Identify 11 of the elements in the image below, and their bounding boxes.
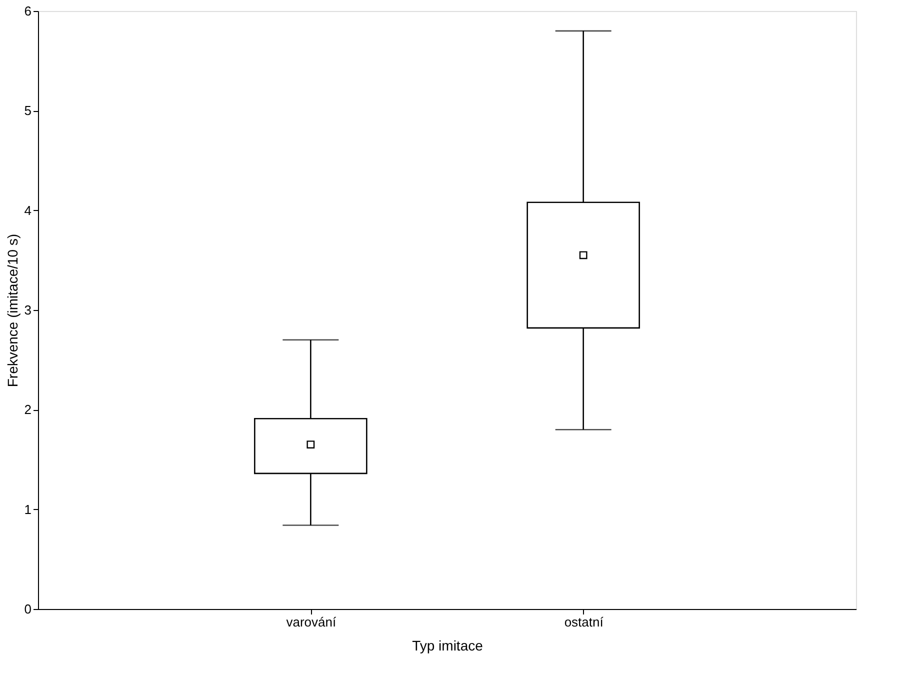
y-axis-title: Frekvence (imitace/10 s) bbox=[4, 234, 20, 388]
x-tick-label: ostatní bbox=[564, 614, 604, 630]
y-tick-label: 0 bbox=[24, 602, 32, 616]
x-axis-title: Typ imitace bbox=[412, 638, 484, 654]
y-tick-label: 4 bbox=[24, 202, 32, 218]
y-tick-label: 6 bbox=[24, 4, 32, 18]
y-tick-label: 5 bbox=[24, 103, 32, 118]
y-tick-label: 3 bbox=[24, 302, 32, 318]
y-tick-label: 2 bbox=[24, 402, 32, 418]
x-tick-label: varování bbox=[286, 614, 336, 630]
y-tick-label: 1 bbox=[24, 502, 32, 517]
